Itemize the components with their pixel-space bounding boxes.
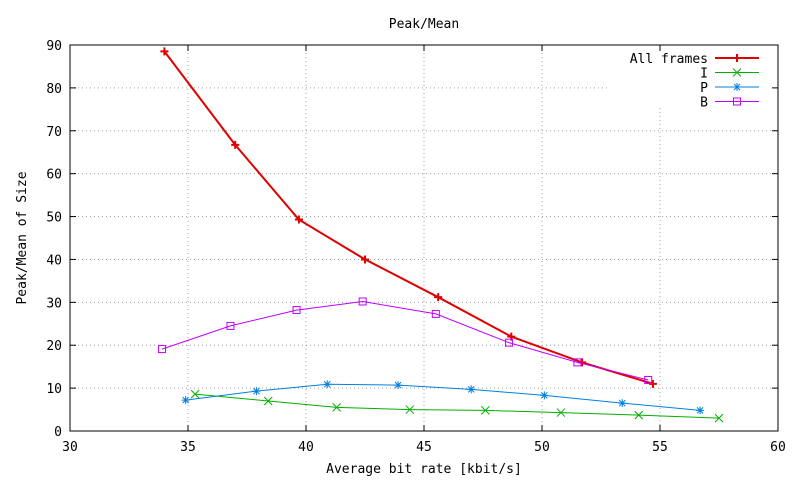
y-tick-label: 80 <box>46 82 62 97</box>
axis-ticks: 30 35 40 45 50 55 60 0 10 20 30 40 50 60 70 80 90 <box>46 39 785 455</box>
legend-marker-all-frames <box>733 54 741 62</box>
grid <box>70 45 778 431</box>
series-line-b <box>161 300 649 381</box>
y-tick-label: 0 <box>54 425 62 440</box>
data-point-all-frames <box>361 255 369 264</box>
data-point-all-frames <box>231 140 240 149</box>
x-axis-label: Average bit rate [kbit/s] <box>326 462 522 477</box>
y-tick-label: 20 <box>46 339 62 354</box>
data-point-i <box>481 406 490 415</box>
series-line-all-frames <box>163 50 654 385</box>
x-tick-label: 50 <box>534 440 550 455</box>
y-tick-label: 90 <box>46 39 62 54</box>
data-point-all-frames <box>294 215 303 224</box>
y-tick-label: 30 <box>46 296 62 311</box>
y-tick-label: 70 <box>46 125 62 140</box>
legend-label-p: P <box>700 81 708 96</box>
data-point-i <box>714 413 724 423</box>
data-point-b <box>358 297 367 306</box>
legend-marker-i <box>732 68 742 77</box>
legend-label-all-frames: All frames <box>630 52 708 67</box>
data-point-p <box>467 385 476 394</box>
x-tick-label: 60 <box>770 440 786 455</box>
series-line-i <box>195 393 720 419</box>
data-point-i <box>405 405 415 414</box>
series-i <box>190 389 724 423</box>
chart-title: Peak/Mean <box>389 17 459 32</box>
x-tick-label: 30 <box>62 440 78 455</box>
series-layer <box>158 47 724 423</box>
legend-label-b: B <box>700 96 708 111</box>
series-p <box>181 380 705 415</box>
data-point-all-frames <box>160 47 169 56</box>
y-tick-label: 10 <box>46 382 62 397</box>
data-point-i <box>634 410 644 420</box>
series-b <box>158 297 653 384</box>
data-point-b <box>504 338 513 347</box>
data-point-p <box>181 396 190 405</box>
data-point-b <box>226 321 235 330</box>
y-tick-label: 50 <box>46 211 62 226</box>
data-point-all-frames <box>434 293 443 302</box>
legend-marker-p <box>733 83 741 91</box>
data-point-i <box>263 396 273 406</box>
x-tick-label: 40 <box>298 440 314 455</box>
legend-label-i: I <box>700 67 708 82</box>
data-point-p <box>540 391 549 400</box>
data-point-i <box>556 408 566 417</box>
data-point-i <box>190 389 200 399</box>
data-point-all-frames <box>578 358 587 367</box>
data-point-b <box>573 358 582 367</box>
x-tick-label: 35 <box>180 440 196 455</box>
data-point-b <box>292 306 301 315</box>
y-axis-label: Peak/Mean of Size <box>15 171 30 304</box>
data-point-i <box>332 403 342 412</box>
data-point-b <box>431 309 440 318</box>
data-point-b <box>644 375 653 384</box>
data-point-p <box>252 387 261 396</box>
data-point-p <box>696 406 705 415</box>
series-all-frames <box>160 47 657 388</box>
y-tick-label: 40 <box>46 253 62 268</box>
x-tick-label: 55 <box>652 440 668 455</box>
data-point-b <box>158 345 167 354</box>
legend-marker-b <box>733 97 741 106</box>
series-line-p <box>185 383 701 411</box>
data-point-p <box>323 380 332 389</box>
x-tick-label: 45 <box>416 440 432 455</box>
y-tick-label: 60 <box>46 168 62 183</box>
data-point-p <box>394 381 403 390</box>
data-point-p <box>618 399 627 408</box>
